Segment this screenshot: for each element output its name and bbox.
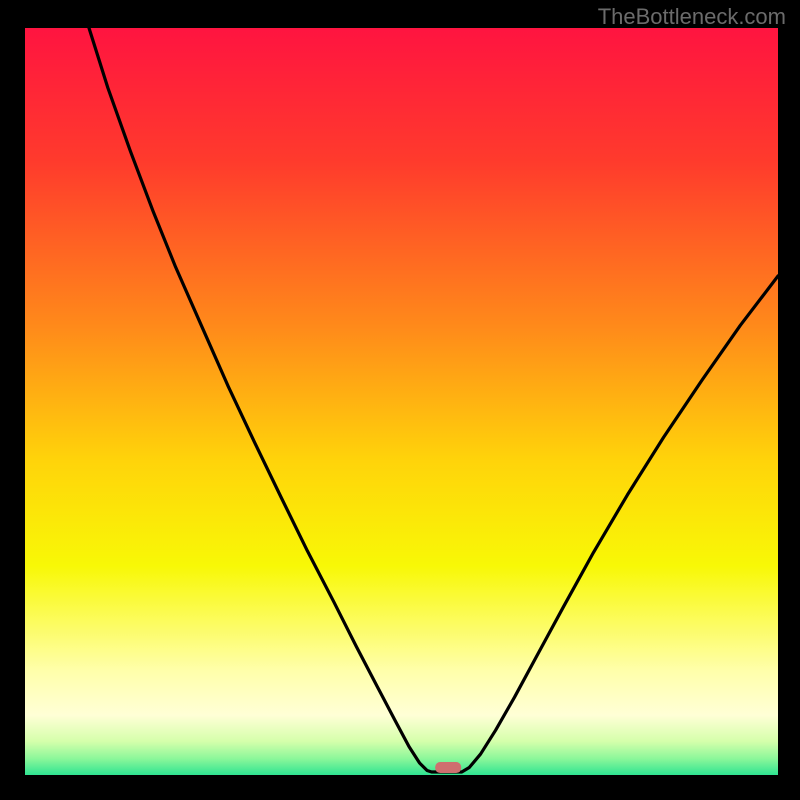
watermark-text: TheBottleneck.com bbox=[598, 4, 786, 30]
optimal-point-marker bbox=[435, 762, 461, 773]
bottleneck-curve-chart bbox=[25, 28, 778, 775]
gradient-background bbox=[25, 28, 778, 775]
plot-area bbox=[25, 28, 778, 775]
